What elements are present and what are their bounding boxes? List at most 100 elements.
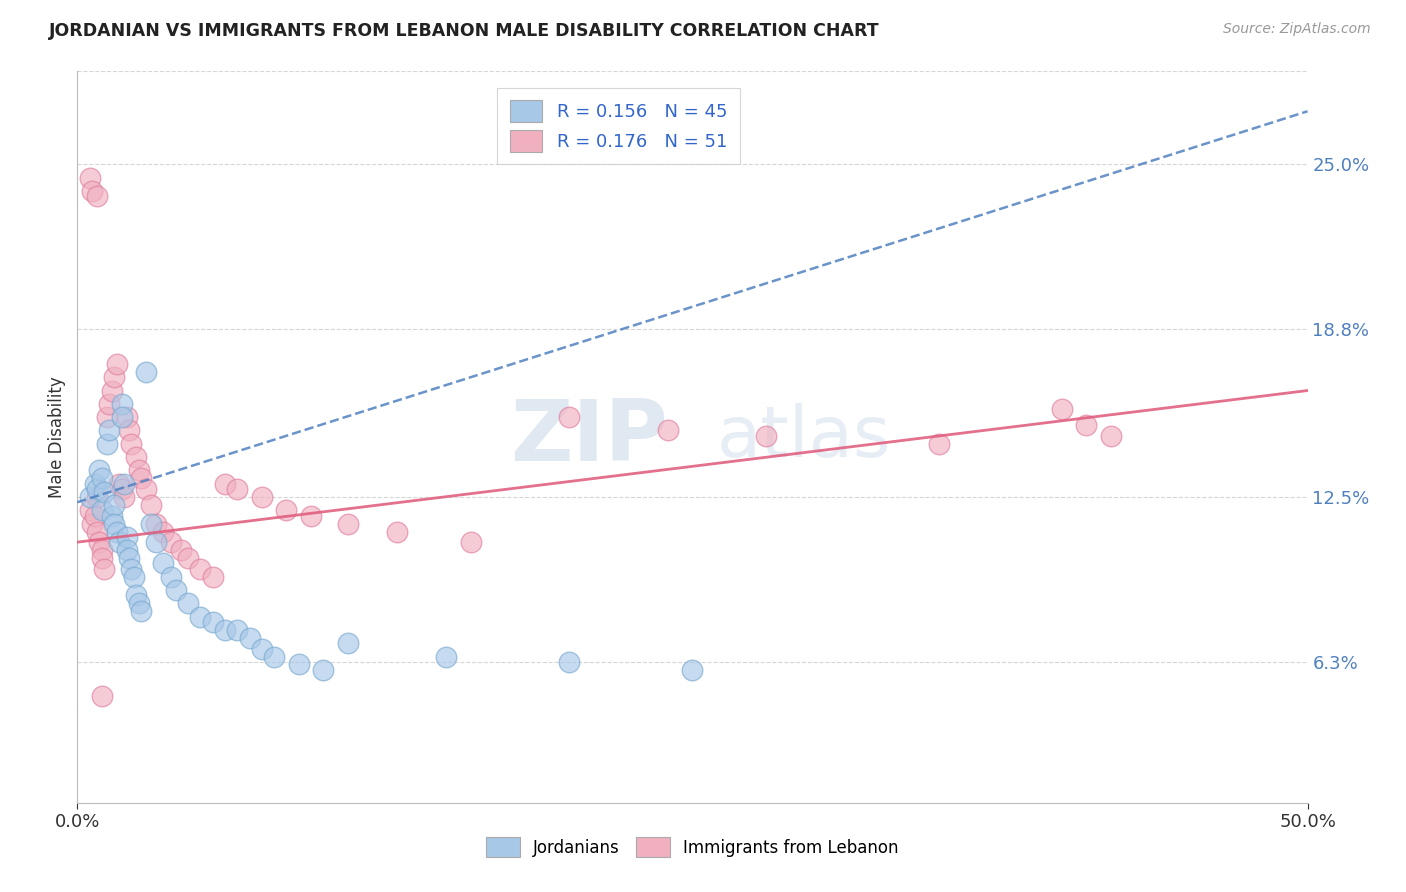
Point (152, 557, 174, 571)
Point (385, 524, 409, 539)
Point (337, 636, 360, 650)
Point (82, 184, 104, 198)
Point (152, 524, 174, 539)
Point (276, 503, 298, 517)
Point (1099, 429, 1122, 443)
Point (682, 663, 704, 677)
Point (121, 436, 143, 450)
Point (226, 623, 249, 637)
Point (160, 535, 183, 549)
Point (98, 397, 121, 411)
Point (101, 508, 124, 523)
Point (79, 503, 101, 517)
Point (755, 429, 778, 443)
Point (122, 570, 145, 584)
Point (436, 649, 458, 664)
Point (125, 450, 148, 464)
Text: Source: ZipAtlas.com: Source: ZipAtlas.com (1223, 22, 1371, 37)
Text: atlas: atlas (717, 402, 891, 472)
Point (299, 508, 322, 523)
Point (112, 490, 135, 504)
Point (188, 562, 212, 576)
Point (96, 436, 118, 450)
Point (460, 535, 482, 549)
Point (103, 498, 125, 512)
Point (263, 649, 285, 664)
Point (145, 516, 167, 531)
Point (79, 490, 101, 504)
Point (125, 588, 148, 602)
Point (90, 543, 114, 558)
Text: ZIP: ZIP (510, 395, 668, 479)
Point (250, 490, 273, 504)
Point (108, 476, 131, 491)
Point (103, 516, 125, 531)
Point (108, 535, 131, 549)
Point (121, 562, 143, 576)
Point (89, 535, 111, 549)
Point (128, 463, 150, 477)
Point (96, 410, 118, 425)
Point (141, 498, 163, 512)
Point (312, 663, 335, 677)
Point (90, 471, 114, 485)
Point (214, 476, 236, 491)
Point (239, 631, 262, 645)
Point (928, 436, 950, 450)
Point (129, 471, 153, 485)
Point (90, 551, 114, 566)
Point (145, 535, 167, 549)
Point (86, 490, 108, 504)
Point (89, 463, 111, 477)
Point (558, 655, 581, 669)
Point (111, 397, 132, 411)
Point (250, 641, 273, 656)
Point (115, 530, 138, 544)
Point (558, 410, 581, 425)
Point (93, 562, 115, 576)
Point (657, 424, 679, 438)
Point (129, 604, 153, 618)
Point (214, 623, 236, 637)
Point (201, 570, 224, 584)
Point (165, 582, 187, 597)
Point (115, 543, 138, 558)
Point (90, 690, 114, 704)
Point (79, 170, 101, 185)
Point (86, 524, 108, 539)
Point (177, 551, 200, 566)
Y-axis label: Male Disability: Male Disability (48, 376, 66, 498)
Point (226, 482, 249, 496)
Legend: Jordanians, Immigrants from Lebanon: Jordanians, Immigrants from Lebanon (479, 830, 905, 864)
Point (111, 410, 132, 425)
Point (118, 424, 141, 438)
Point (98, 424, 121, 438)
Point (141, 516, 163, 531)
Point (1076, 418, 1098, 433)
Point (135, 365, 157, 379)
Point (170, 543, 193, 558)
Point (101, 384, 124, 398)
Point (93, 484, 115, 499)
Point (160, 570, 183, 584)
Point (188, 609, 212, 624)
Point (288, 657, 311, 672)
Point (82, 516, 104, 531)
Point (103, 370, 125, 384)
Point (86, 482, 108, 496)
Point (111, 482, 132, 496)
Point (105, 357, 128, 371)
Point (112, 476, 135, 491)
Point (201, 615, 224, 629)
Point (115, 410, 138, 425)
Point (83, 476, 105, 491)
Text: JORDANIAN VS IMMIGRANTS FROM LEBANON MALE DISABILITY CORRELATION CHART: JORDANIAN VS IMMIGRANTS FROM LEBANON MAL… (49, 22, 880, 40)
Point (177, 596, 200, 610)
Point (337, 516, 360, 531)
Point (105, 524, 128, 539)
Point (83, 508, 105, 523)
Point (1050, 402, 1073, 417)
Point (86, 189, 108, 203)
Point (118, 551, 141, 566)
Point (90, 503, 114, 517)
